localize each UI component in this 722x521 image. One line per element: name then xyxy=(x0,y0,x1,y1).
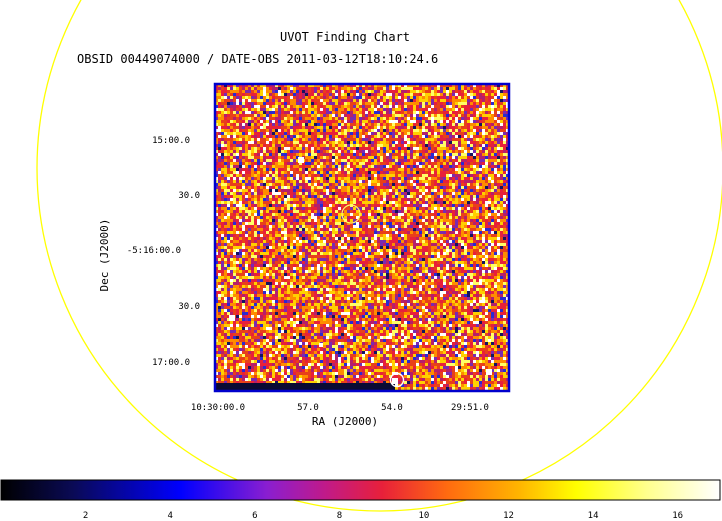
ra-tick-label: 54.0 xyxy=(381,403,403,413)
x-axis-label: RA (J2000) xyxy=(312,415,378,428)
colorbar-tick-label: 4 xyxy=(167,511,172,521)
colorbar-tick-label: 8 xyxy=(337,511,342,521)
fov-circle xyxy=(36,0,722,512)
chart-title: UVOT Finding Chart xyxy=(280,30,410,44)
dec-tick-label: 15:00.0 xyxy=(152,136,190,146)
colorbar: 2 4 6 8 10 12 14 16 xyxy=(0,479,721,521)
colorbar-tick-label: 10 xyxy=(418,511,429,521)
dec-tick-label: -5:16:00.0 xyxy=(127,246,181,256)
colorbar-tick-label: 12 xyxy=(503,511,514,521)
bright-source-circle xyxy=(389,372,405,388)
image-frame xyxy=(213,82,511,393)
colorbar-tick-label: 14 xyxy=(588,511,599,521)
image-pixels xyxy=(215,84,509,391)
y-axis-label: Dec (J2000) xyxy=(98,219,111,292)
colorbar-ticks: 2 4 6 8 10 12 14 16 xyxy=(83,511,683,521)
colorbar-tick-label: 2 xyxy=(83,511,88,521)
colorbar-tick-label: 6 xyxy=(252,511,257,521)
ra-tick-label: 10:30:00.0 xyxy=(191,403,245,413)
dec-tick-label: 30.0 xyxy=(178,191,200,201)
chart-subtitle: OBSID 00449074000 / DATE-OBS 2011-03-12T… xyxy=(77,52,438,66)
image-panel xyxy=(213,82,511,393)
colorbar-tick-label: 16 xyxy=(672,511,683,521)
ra-tick-label: 29:51.0 xyxy=(451,403,489,413)
source-region-circle xyxy=(341,204,361,224)
dec-tick-label: 17:00.0 xyxy=(152,358,190,368)
colorbar-gradient xyxy=(0,479,721,501)
ra-tick-label: 57.0 xyxy=(297,403,319,413)
dec-tick-label: 30.0 xyxy=(178,302,200,312)
